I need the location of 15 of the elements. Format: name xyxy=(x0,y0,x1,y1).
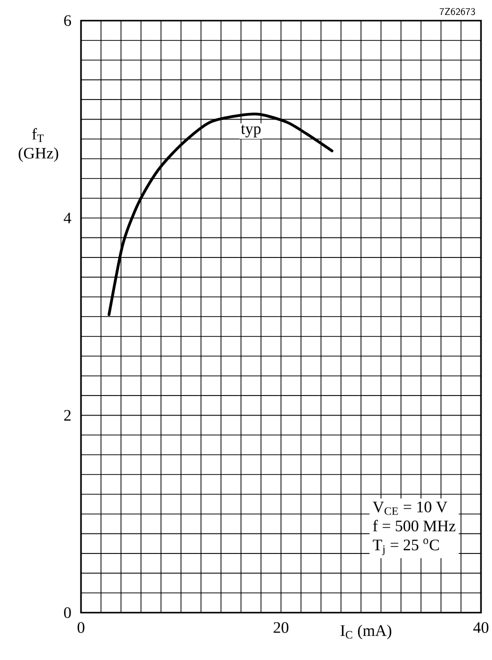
y-tick-label: 2 xyxy=(64,410,71,421)
x-axis-title: I$_{C}$ (mA) xyxy=(340,624,392,640)
x-tick-label: 0 xyxy=(78,622,84,633)
y-tick-label: 0 xyxy=(64,607,71,618)
annotation: typ xyxy=(240,124,261,138)
annotation: f = 500 MHz xyxy=(373,520,456,532)
line-series xyxy=(108,112,334,316)
y-tick-label: 6 xyxy=(64,15,71,26)
annotation: V$_{CE}$ = 10 V xyxy=(372,502,448,515)
x-tick-label: 20 xyxy=(274,622,288,633)
x-tick-label: 40 xyxy=(473,622,488,633)
text: 7Z62673 xyxy=(440,8,476,16)
y-tick-label: 4 xyxy=(64,212,72,224)
y-axis-title: f$_{T}$ (GHz) xyxy=(18,128,58,162)
annotation: T$_{j}$ = 25 $^{o}$C xyxy=(372,538,439,556)
